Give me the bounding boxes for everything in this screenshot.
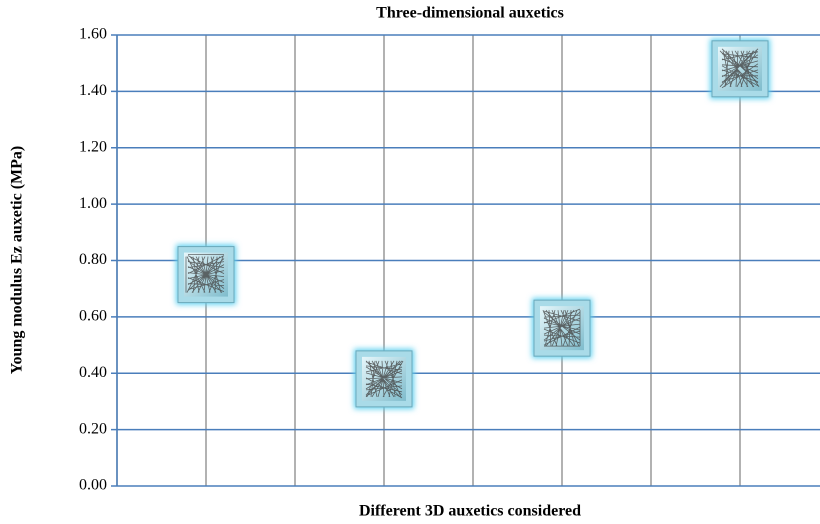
y-tick-label: 0.00 (79, 477, 107, 494)
y-tick-label: 0.60 (79, 308, 107, 325)
marker (710, 38, 770, 99)
marker-structure (719, 48, 760, 89)
y-tick-label: 1.00 (79, 195, 107, 212)
marker-structure (185, 254, 225, 293)
x-axis-label: Different 3D auxetics considered (359, 503, 581, 520)
marker (532, 298, 592, 359)
marker-structure (542, 308, 581, 347)
y-tick-label: 1.20 (79, 138, 107, 155)
marker (176, 244, 236, 305)
y-tick-label: 0.40 (79, 364, 107, 381)
marker-structure (365, 360, 404, 399)
marker (354, 348, 414, 409)
y-axis-label: Young modulus Ez auxetic (MPa) (9, 146, 26, 374)
chart-title: Three-dimensional auxetics (376, 5, 564, 22)
y-tick-label: 0.80 (79, 251, 107, 268)
y-tick-label: 0.20 (79, 420, 107, 437)
y-tick-label: 1.40 (79, 82, 107, 99)
y-tick-label: 1.60 (79, 26, 107, 43)
